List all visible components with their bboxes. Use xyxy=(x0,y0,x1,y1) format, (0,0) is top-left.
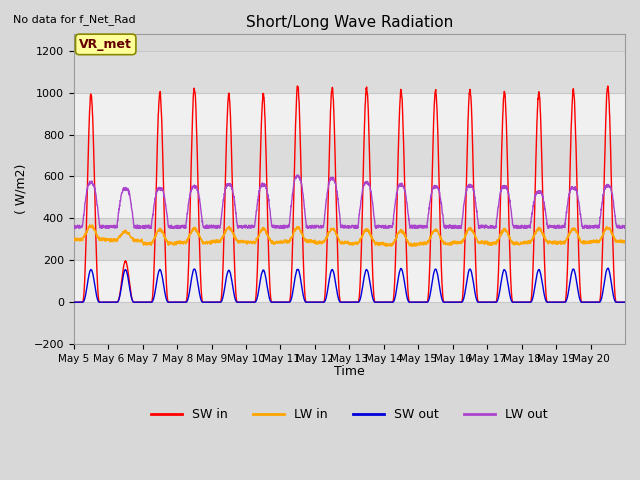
LW in xyxy=(125,229,133,235)
LW out xyxy=(293,172,301,178)
SW in xyxy=(125,275,132,280)
LW out xyxy=(70,226,77,231)
LW out xyxy=(125,188,132,193)
LW out xyxy=(516,225,524,231)
LW out xyxy=(278,226,286,231)
LW in xyxy=(70,235,77,241)
Text: No data for f_Net_Rad: No data for f_Net_Rad xyxy=(13,14,136,25)
SW in xyxy=(547,300,554,305)
LW in xyxy=(547,238,554,244)
Y-axis label: ( W/m2): ( W/m2) xyxy=(15,164,28,214)
SW in xyxy=(383,300,390,305)
SW in xyxy=(70,300,77,305)
X-axis label: Time: Time xyxy=(334,365,365,378)
Line: SW out: SW out xyxy=(74,268,625,302)
SW out xyxy=(244,300,252,305)
LW out xyxy=(614,225,621,230)
LW in xyxy=(621,239,628,245)
Bar xyxy=(74,51,625,93)
LW in xyxy=(86,222,93,228)
SW in xyxy=(621,300,628,305)
SW in xyxy=(244,300,252,305)
Title: Short/Long Wave Radiation: Short/Long Wave Radiation xyxy=(246,15,453,30)
LW in xyxy=(408,243,415,249)
SW out xyxy=(621,300,628,305)
SW in xyxy=(613,300,621,305)
LW out xyxy=(621,226,628,231)
SW out xyxy=(613,300,621,305)
LW in xyxy=(614,238,621,243)
Bar xyxy=(74,260,625,302)
LW in xyxy=(383,243,390,249)
Bar xyxy=(74,177,625,218)
LW out xyxy=(547,224,554,230)
SW out xyxy=(70,300,77,305)
SW in xyxy=(294,83,301,89)
Text: VR_met: VR_met xyxy=(79,38,132,51)
Bar xyxy=(74,134,625,177)
SW out xyxy=(547,300,554,305)
Bar xyxy=(74,302,625,344)
Line: LW out: LW out xyxy=(74,175,625,228)
Line: LW in: LW in xyxy=(74,225,625,246)
Line: SW in: SW in xyxy=(74,86,625,302)
SW out xyxy=(604,265,612,271)
LW out xyxy=(244,226,252,231)
Bar xyxy=(74,93,625,134)
Bar xyxy=(74,218,625,260)
Legend: SW in, LW in, SW out, LW out: SW in, LW in, SW out, LW out xyxy=(146,403,553,426)
SW out xyxy=(382,300,390,305)
LW in xyxy=(244,238,252,244)
LW in xyxy=(516,241,524,247)
SW out xyxy=(515,300,523,305)
SW out xyxy=(125,280,132,286)
SW in xyxy=(515,300,523,305)
LW out xyxy=(383,225,390,231)
